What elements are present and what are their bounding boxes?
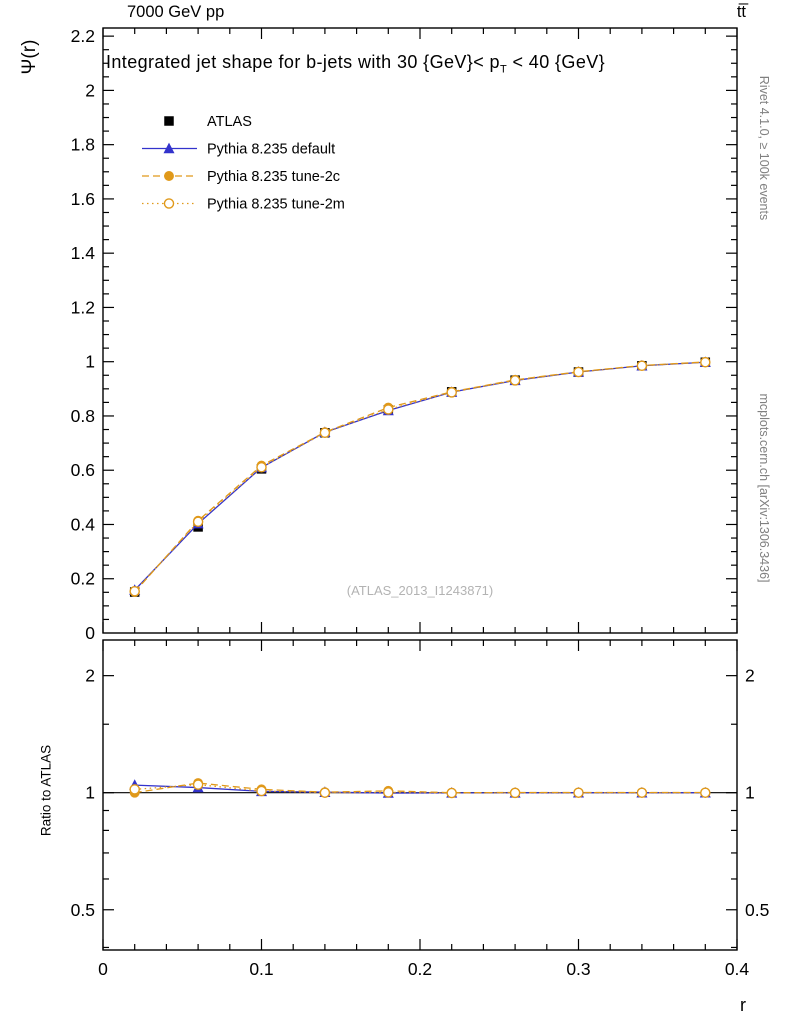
svg-text:1.4: 1.4 [71,243,96,263]
svg-text:2: 2 [85,80,95,100]
svg-text:0.8: 0.8 [71,406,95,426]
svg-text:1.8: 1.8 [71,135,95,155]
main-series-pythia-8-235-tune-2m [129,356,711,597]
svg-text:Pythia 8.235 tune-2c: Pythia 8.235 tune-2c [207,169,340,185]
svg-text:2: 2 [745,666,755,686]
svg-text:1: 1 [745,783,755,803]
ratio-series-pythia-8-235-tune-2m [129,779,711,799]
svg-text:0.1: 0.1 [249,959,273,979]
svg-text:1.2: 1.2 [71,297,95,317]
svg-text:0.5: 0.5 [71,900,95,920]
plot-title-pre: Integrated jet shape for b-jets with 30 … [106,52,500,72]
svg-text:0.4: 0.4 [725,959,750,979]
plot-title-post: < 40 {GeV} [507,52,606,72]
ratio-x-ticks: 0 0.1 0.2 0.3 0.4 [98,640,749,979]
ratio-series-pythia-8-235-default [129,779,711,798]
svg-text:0: 0 [85,623,95,643]
svg-text:ATLAS: ATLAS [207,114,252,130]
legend-item-atlas: ATLAS [164,114,252,130]
main-series-pythia-8-235-default [129,356,711,595]
svg-text:1: 1 [85,352,95,372]
svg-text:1.6: 1.6 [71,189,95,209]
main-y-ticks: 0 0.2 0.4 0.6 0.8 1 1.2 1.4 1.6 1.8 2 2.2 [71,26,737,643]
svg-text:0.2: 0.2 [408,959,432,979]
svg-text:2: 2 [85,666,95,686]
legend-item-pythia-8-235-tune-2m: Pythia 8.235 tune-2m [142,197,345,213]
svg-text:2.2: 2.2 [71,26,95,46]
main-series-atlas [129,357,711,597]
plot-title: Integrated jet shape for b-jets with 30 … [106,52,605,76]
main-x-ticks [102,28,738,633]
svg-text:0.4: 0.4 [71,514,96,534]
svg-text:0.3: 0.3 [566,959,590,979]
main-panel-frame [102,27,738,634]
ratio-y-ticks: 0.5 0.5 1 1 2 2 [71,666,769,949]
beam-energy-label: 7000 GeV pp [127,3,225,21]
svg-text:0.5: 0.5 [745,900,769,920]
plot-title-subscript: T [499,63,508,76]
svg-text:1: 1 [85,783,95,803]
svg-text:0.2: 0.2 [71,569,95,589]
svg-text:0.6: 0.6 [71,460,95,480]
svg-text:Pythia 8.235 default: Pythia 8.235 default [207,142,335,158]
ratio-series-pythia-8-235-tune-2c [129,778,711,798]
legend-item-pythia-8-235-tune-2c: Pythia 8.235 tune-2c [142,169,340,185]
main-series-pythia-8-235-tune-2c [129,357,711,597]
legend: ATLAS Pythia 8.235 default Pythia 8.235 tu… [142,114,345,213]
process-label: tt̅ [736,3,746,21]
svg-text:Pythia 8.235 tune-2m: Pythia 8.235 tune-2m [207,197,345,213]
x-axis-label: r [740,995,746,1015]
svg-text:0: 0 [98,959,108,979]
analysis-id-watermark: (ATLAS_2013_I1243871) [346,583,494,598]
legend-item-pythia-8-235-default: Pythia 8.235 default [142,142,335,158]
